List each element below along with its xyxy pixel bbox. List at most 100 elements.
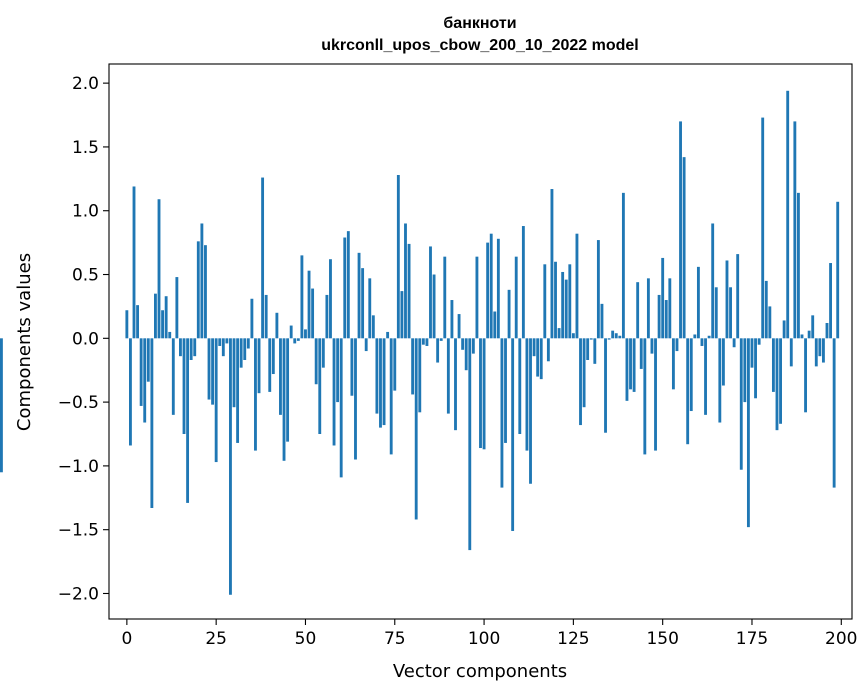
x-tick-label: 50 <box>295 629 317 649</box>
bar-component-167 <box>721 338 725 386</box>
bar-component-198 <box>832 338 836 488</box>
bar-component-129 <box>586 338 590 360</box>
bar-component-17 <box>186 338 190 503</box>
bar-component-75 <box>393 338 397 391</box>
bar-component-21 <box>200 223 204 339</box>
bar-component-0 <box>125 310 129 339</box>
bar-component-3 <box>136 305 140 339</box>
bar-component-43 <box>279 338 282 415</box>
bar-component-163 <box>707 335 711 339</box>
bar-component-96 <box>468 338 472 551</box>
bar-component-44 <box>282 338 286 461</box>
bar-component-186 <box>789 338 793 367</box>
bar-component-85 <box>429 246 432 339</box>
bar-component-71 <box>379 338 382 428</box>
bar-component-55 <box>321 338 325 368</box>
bar-component-196 <box>825 323 829 339</box>
bar-component-41 <box>271 338 275 375</box>
bar-component-33 <box>243 338 247 360</box>
x-tick-label: 25 <box>205 629 227 649</box>
bar-component-5 <box>143 338 147 423</box>
x-tick-label: 200 <box>825 629 857 649</box>
bar-component-15 <box>179 338 182 357</box>
bar-component-173 <box>743 338 747 403</box>
bar-component-74 <box>389 338 393 455</box>
bar-component-105 <box>500 338 504 488</box>
bar-component-150 <box>661 257 665 339</box>
x-tick-label: 150 <box>646 629 678 649</box>
bar-component-161 <box>700 338 704 346</box>
x-axis-ticks: 0 25 50 75 100 125 150 175 200 <box>121 619 858 649</box>
bar-component-23 <box>207 338 211 400</box>
bar-component-190 <box>804 338 807 413</box>
bar-component-177 <box>757 338 761 345</box>
bar-component-98 <box>475 256 479 339</box>
bar-component-81 <box>414 338 418 520</box>
bar-component-25 <box>214 338 218 463</box>
bar-component-95 <box>464 338 468 371</box>
bar-component-132 <box>596 240 600 339</box>
bar-component-22 <box>204 245 207 339</box>
bar-component-72 <box>382 338 386 426</box>
bar-component-51 <box>307 270 311 339</box>
bar-component-127 <box>579 338 582 426</box>
x-axis-label: Vector components <box>393 661 567 682</box>
bar-component-154 <box>675 338 679 352</box>
bar-component-57 <box>329 259 332 339</box>
bar-component-134 <box>604 338 607 433</box>
bar-component-70 <box>375 338 379 414</box>
bar-component-39 <box>264 294 268 339</box>
plot-frame <box>108 63 853 620</box>
bar-component-102 <box>489 233 493 339</box>
bar-component-12 <box>168 331 172 339</box>
bar-component-182 <box>775 338 779 431</box>
bar-component-80 <box>411 338 415 395</box>
bar-component-179 <box>764 280 768 339</box>
bar-component-113 <box>529 338 532 484</box>
bar-component-83 <box>421 338 425 345</box>
bar-component-126 <box>575 233 579 339</box>
bar-component-120 <box>554 261 557 339</box>
bar-component-197 <box>829 263 832 339</box>
bar-component-37 <box>257 338 261 394</box>
bar-component-30 <box>232 338 236 408</box>
bar-component-142 <box>632 338 636 392</box>
bar-component-7 <box>150 338 154 508</box>
bar-component-114 <box>532 338 536 357</box>
bar-component-176 <box>754 338 757 399</box>
bar-component-122 <box>561 271 565 339</box>
bar-component-191 <box>807 330 811 339</box>
bar-component-54 <box>318 338 322 434</box>
y-tick-label: 2.0 <box>72 74 99 94</box>
bar-component-183 <box>779 338 782 424</box>
bar-component-94 <box>461 338 465 350</box>
bar-component-115 <box>536 338 540 377</box>
bar-component-87 <box>436 338 440 363</box>
bar-component-10 <box>161 310 165 339</box>
bar-component-148 <box>654 338 657 451</box>
bar-component-156 <box>682 157 686 339</box>
bar-component-73 <box>386 331 390 339</box>
bar-component-undefined <box>0 338 3 473</box>
bar-component-188 <box>796 192 800 339</box>
bar-component-112 <box>525 338 529 451</box>
x-tick-label: 175 <box>736 629 768 649</box>
bar-component-67 <box>364 338 368 352</box>
x-tick-label: 75 <box>384 629 406 649</box>
bar-component-175 <box>750 338 754 368</box>
bar-component-171 <box>736 254 740 339</box>
y-tick-label: 0.5 <box>72 266 99 286</box>
bar-component-8 <box>154 293 157 339</box>
bar-component-38 <box>261 177 265 339</box>
bar-component-91 <box>450 300 454 339</box>
bar-component-14 <box>175 277 179 339</box>
bar-component-185 <box>786 90 790 339</box>
bar-component-79 <box>407 243 411 339</box>
bar-component-101 <box>486 242 490 339</box>
y-tick-label: −1.5 <box>58 521 99 541</box>
bar-component-48 <box>296 338 300 341</box>
bar-component-1 <box>129 338 132 446</box>
bar-component-88 <box>439 338 443 341</box>
bar-component-106 <box>504 338 507 443</box>
bar-component-108 <box>511 338 515 531</box>
